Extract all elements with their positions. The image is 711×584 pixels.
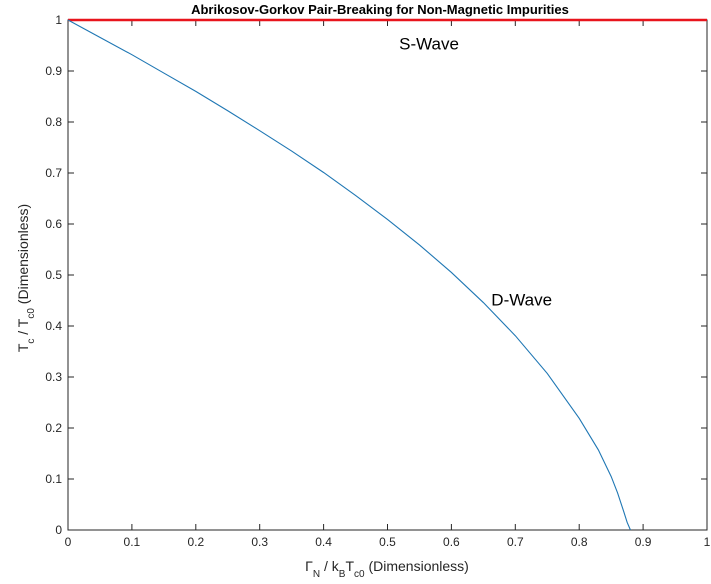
x-tick-label: 0.4	[315, 535, 332, 549]
x-tick-label: 0.1	[124, 535, 141, 549]
y-axis-label-mid: / T	[15, 318, 31, 338]
annotation-s-wave: S-Wave	[399, 35, 459, 54]
annotations: S-Wave D-Wave	[399, 35, 552, 310]
x-tick-label: 0	[65, 535, 72, 549]
y-tick-label: 0.5	[45, 268, 62, 282]
plot-series	[67, 18, 707, 531]
y-tick-label: 0.6	[45, 217, 62, 231]
x-tick-label: 0.9	[635, 535, 652, 549]
x-axis-label-tail: (Dimensionless)	[365, 558, 469, 574]
y-tick-label: 0.4	[45, 319, 62, 333]
x-tick-label: 0.7	[507, 535, 524, 549]
x-tick-label: 0.2	[187, 535, 204, 549]
x-tick-label: 0.5	[379, 535, 396, 549]
x-tick-label: 1	[704, 535, 711, 549]
chart-title: Abrikosov-Gorkov Pair-Breaking for Non-M…	[191, 2, 569, 17]
annotation-d-wave: D-Wave	[491, 291, 552, 310]
y-axis-label-main: T	[15, 343, 31, 352]
plot-area	[67, 19, 708, 531]
x-tick-label: 0.8	[571, 535, 588, 549]
x-axis-label: ΓN / kBTc0 (Dimensionless)	[305, 558, 469, 580]
y-axis-label-sub2: c0	[26, 308, 37, 319]
y-axis-label: Tc / Tc0 (Dimensionless)	[15, 204, 37, 352]
x-axis-label-sub1: N	[313, 569, 320, 580]
y-tick-label: 0.3	[45, 370, 62, 384]
y-tick-label: 0	[55, 523, 62, 537]
y-tick-label: 0.2	[45, 421, 62, 435]
x-axis-label-sub3: c0	[354, 569, 365, 580]
y-tick-label: 0.9	[45, 64, 62, 78]
x-axis-label-main: Γ	[305, 558, 313, 574]
y-tick-label: 0.1	[45, 472, 62, 486]
x-axis-label-mid2: T	[345, 558, 354, 574]
d-wave-line	[67, 19, 631, 531]
y-axis-label-sub1: c	[26, 339, 37, 344]
x-tick-label: 0.6	[443, 535, 460, 549]
x-axis-ticks: 0 0.1 0.2 0.3 0.4 0.5 0.6 0.7 0.8 0.9 1	[65, 20, 711, 549]
x-axis-label-mid: / k	[320, 558, 340, 574]
y-tick-label: 0.7	[45, 166, 62, 180]
y-axis-label-tail: (Dimensionless)	[15, 204, 31, 308]
axes-frame	[67, 19, 708, 531]
y-tick-label: 0.8	[45, 115, 62, 129]
y-tick-label: 1	[55, 13, 62, 27]
x-axis-label-sub2: B	[339, 569, 346, 580]
x-tick-label: 0.3	[251, 535, 268, 549]
